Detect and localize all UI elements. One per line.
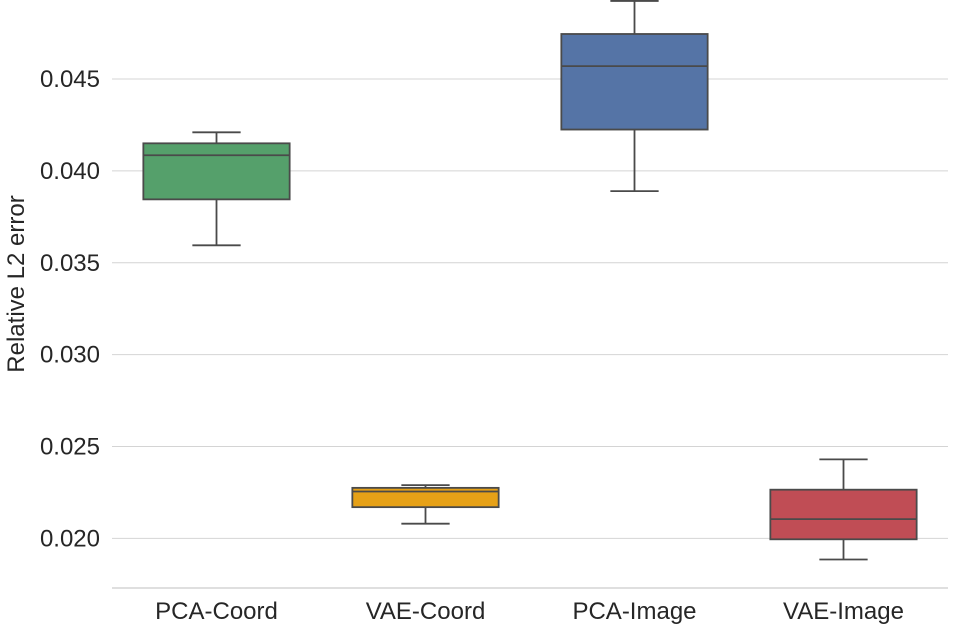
y-tick-label: 0.020 <box>40 525 100 552</box>
box-series <box>142 0 918 561</box>
y-tick-label: 0.040 <box>40 158 100 185</box>
box-vae-image <box>769 458 918 561</box>
y-axis-label: Relative L2 error <box>3 195 30 372</box>
box-pca-coord <box>142 131 291 247</box>
x-tick-labels: PCA-Coord VAE-Coord PCA-Image VAE-Image <box>155 598 904 625</box>
box-vae-coord <box>351 484 500 525</box>
iqr-box <box>351 486 500 509</box>
x-tick-label: PCA-Coord <box>155 598 278 625</box>
box-pca-image <box>560 0 709 193</box>
y-tick-label: 0.025 <box>40 434 100 461</box>
x-tick-label: PCA-Image <box>572 598 696 625</box>
y-tick-label: 0.045 <box>40 66 100 93</box>
y-tick-label: 0.035 <box>40 250 100 277</box>
iqr-box <box>560 33 709 131</box>
x-tick-label: VAE-Image <box>783 598 904 625</box>
iqr-box <box>142 142 291 201</box>
y-tick-labels: 0.020 0.025 0.030 0.035 0.040 0.045 <box>40 66 100 552</box>
x-tick-label: VAE-Coord <box>366 598 486 625</box>
y-tick-label: 0.030 <box>40 342 100 369</box>
iqr-box <box>769 488 918 541</box>
